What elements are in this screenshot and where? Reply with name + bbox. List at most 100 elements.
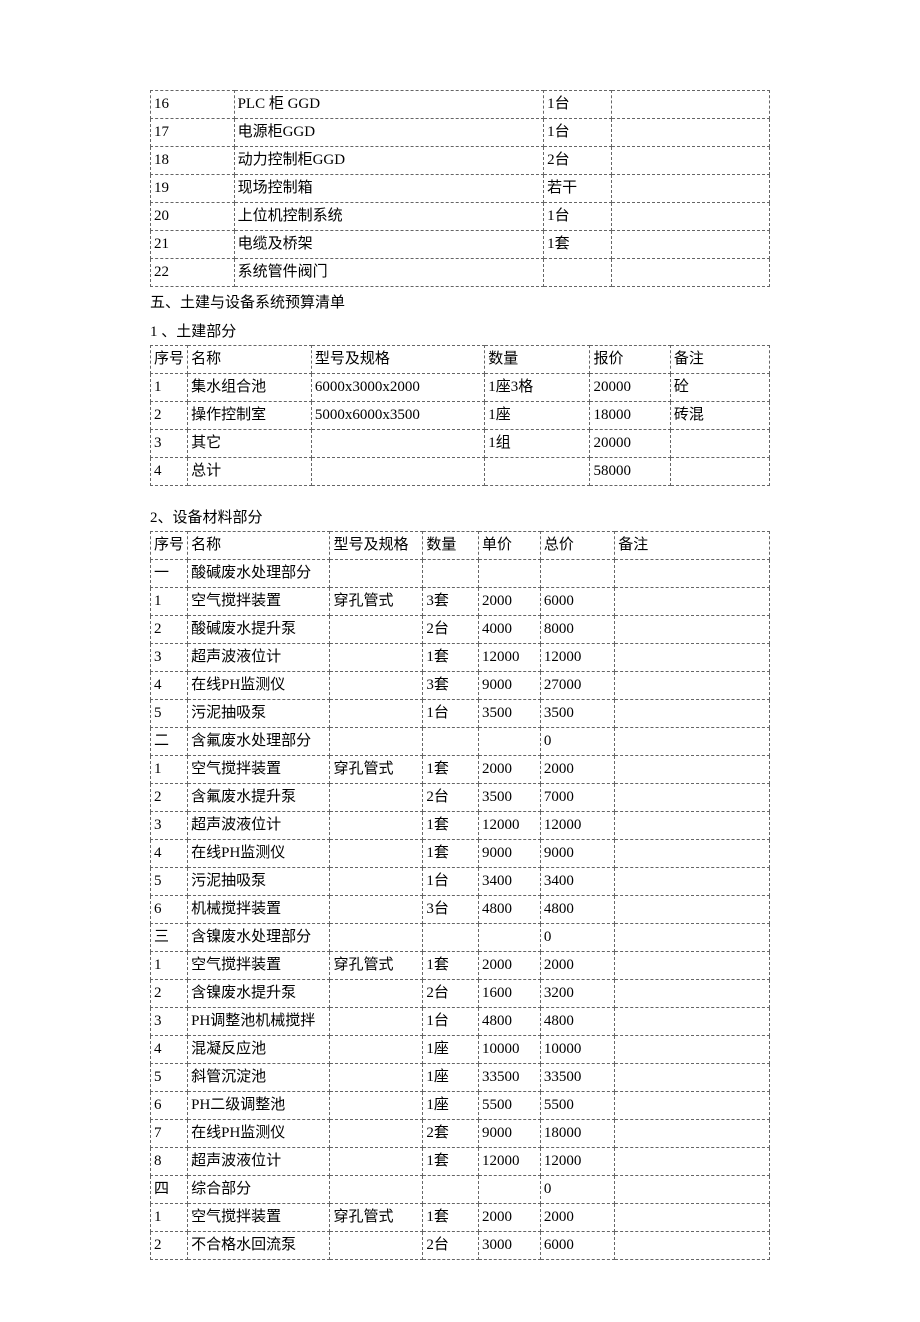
table-cell: 1	[151, 374, 188, 402]
table-cell: 3400	[540, 868, 614, 896]
table-cell	[330, 1092, 423, 1120]
table-cell: 2000	[479, 952, 541, 980]
table-cell	[330, 700, 423, 728]
table-row: 7在线PH监测仪2套900018000	[151, 1120, 770, 1148]
table-cell	[615, 1008, 770, 1036]
table-cell: 1套	[544, 231, 612, 259]
sub-heading-1: 1 、土建部分	[150, 320, 770, 341]
table-cell: 5	[151, 868, 188, 896]
table-cell: 1座	[485, 402, 590, 430]
table-cell: 3000	[479, 1232, 541, 1260]
table-cell: 2000	[479, 588, 541, 616]
table-cell: 砖混	[670, 402, 769, 430]
table-cell: 12000	[479, 644, 541, 672]
table-cell: 1	[151, 1204, 188, 1232]
table-cell	[330, 644, 423, 672]
table-cell: 58000	[590, 458, 670, 486]
table-cell: 1套	[423, 840, 479, 868]
table-cell	[330, 1008, 423, 1036]
table-cell: 1套	[423, 812, 479, 840]
table-cell	[670, 430, 769, 458]
table-cell	[330, 924, 423, 952]
table-cell: 2000	[479, 756, 541, 784]
table-cell: 0	[540, 728, 614, 756]
table-cell: 4	[151, 672, 188, 700]
table-cell: 1套	[423, 1148, 479, 1176]
table-cell: 总计	[188, 458, 312, 486]
table-cell	[615, 1232, 770, 1260]
table-cell: 6000	[540, 588, 614, 616]
table-cell	[330, 1232, 423, 1260]
table-cell	[330, 868, 423, 896]
civil-construction-table: 序号名称型号及规格数量报价备注1集水组合池6000x3000x20001座3格2…	[150, 345, 770, 486]
table-cell: 12000	[479, 1148, 541, 1176]
table-cell	[330, 1148, 423, 1176]
table-cell	[615, 980, 770, 1008]
table-cell: 12000	[540, 1148, 614, 1176]
table-cell: 12000	[540, 644, 614, 672]
table-cell: 斜管沉淀池	[188, 1064, 330, 1092]
table-cell	[540, 560, 614, 588]
table-cell: 3	[151, 812, 188, 840]
table-cell	[330, 784, 423, 812]
table-cell: 18000	[540, 1120, 614, 1148]
table-cell: 3	[151, 1008, 188, 1036]
table-row: 1空气搅拌装置穿孔管式1套20002000	[151, 1204, 770, 1232]
table-cell: 0	[540, 1176, 614, 1204]
table-row: 2不合格水回流泵2台30006000	[151, 1232, 770, 1260]
table-cell: 在线PH监测仪	[188, 672, 330, 700]
table-cell	[479, 1176, 541, 1204]
table-cell: 备注	[670, 346, 769, 374]
sub-heading-2: 2、设备材料部分	[150, 506, 770, 527]
table-cell	[615, 1176, 770, 1204]
table-cell: 单价	[479, 532, 541, 560]
table-cell: 混凝反应池	[188, 1036, 330, 1064]
table-cell: 3400	[479, 868, 541, 896]
table-row: 一酸碱废水处理部分	[151, 560, 770, 588]
table-cell: 现场控制箱	[234, 175, 544, 203]
table-cell: 在线PH监测仪	[188, 840, 330, 868]
table-row: 4混凝反应池1座1000010000	[151, 1036, 770, 1064]
table-row: 1空气搅拌装置穿孔管式3套20006000	[151, 588, 770, 616]
table-cell	[615, 1064, 770, 1092]
table-cell: 综合部分	[188, 1176, 330, 1204]
table-cell	[615, 924, 770, 952]
table-cell	[615, 588, 770, 616]
table-cell: 空气搅拌装置	[188, 588, 330, 616]
table-cell: PLC 柜 GGD	[234, 91, 544, 119]
table-cell: 1600	[479, 980, 541, 1008]
table-cell: 2000	[540, 756, 614, 784]
table-cell	[615, 1120, 770, 1148]
table-cell: 4800	[540, 1008, 614, 1036]
table-cell: 2	[151, 980, 188, 1008]
table-cell: 5000x6000x3500	[311, 402, 484, 430]
table-cell: 2台	[423, 784, 479, 812]
table-cell: 备注	[615, 532, 770, 560]
table-cell: 8	[151, 1148, 188, 1176]
table-cell	[612, 259, 770, 287]
table-cell	[615, 1148, 770, 1176]
table-cell: 2000	[479, 1204, 541, 1232]
table-cell	[615, 560, 770, 588]
table-cell: 1台	[544, 91, 612, 119]
table-cell	[330, 1120, 423, 1148]
table-cell: 9000	[479, 840, 541, 868]
table-row: 二含氟废水处理部分0	[151, 728, 770, 756]
table-row: 1空气搅拌装置穿孔管式1套20002000	[151, 952, 770, 980]
table-cell: 2000	[540, 1204, 614, 1232]
table-cell	[615, 700, 770, 728]
table-cell	[330, 728, 423, 756]
table-row: 4在线PH监测仪1套90009000	[151, 840, 770, 868]
table-cell	[615, 952, 770, 980]
table-cell: 操作控制室	[188, 402, 312, 430]
table-cell: 6	[151, 896, 188, 924]
table-cell: 1套	[423, 756, 479, 784]
table-cell: 2台	[544, 147, 612, 175]
table-cell: PH二级调整池	[188, 1092, 330, 1120]
table-cell: 一	[151, 560, 188, 588]
table-row: 17电源柜GGD1台	[151, 119, 770, 147]
table-cell: 污泥抽吸泵	[188, 868, 330, 896]
table-cell	[479, 728, 541, 756]
table-cell	[479, 560, 541, 588]
table-cell: 2	[151, 402, 188, 430]
